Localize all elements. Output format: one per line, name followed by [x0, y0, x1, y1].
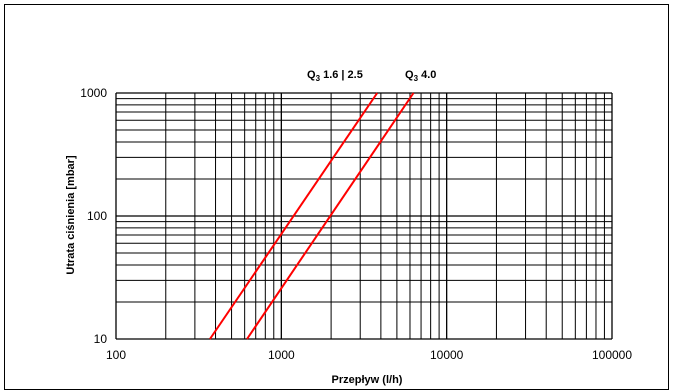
y-tick-label: 100	[87, 209, 107, 223]
series-line-2	[246, 92, 415, 340]
y-tick-label: 1000	[80, 86, 107, 100]
chart-frame	[4, 4, 669, 390]
series-label-q3-4-0: Q3 4.0	[405, 69, 436, 83]
series-lines	[209, 92, 415, 340]
series-label-q3-1-6-2-5: Q3 1.6 | 2.5	[307, 69, 363, 83]
x-tick-label: 100000	[592, 348, 632, 362]
x-tick-label: 1000	[268, 348, 295, 362]
major-gridlines	[115, 92, 613, 340]
series-line-1	[209, 92, 379, 340]
minor-gridlines-y	[116, 98, 612, 303]
x-axis-title: Przepływ (l/h)	[332, 374, 403, 386]
x-tick-labels: 100 1000 10000 100000	[106, 348, 632, 362]
x-tick-label: 10000	[430, 348, 464, 362]
y-axis-title: Utrata ciśnienia [mbar]	[65, 155, 77, 275]
y-tick-labels: 10 100 1000	[80, 86, 107, 346]
x-tick-label: 100	[106, 348, 126, 362]
y-tick-label: 10	[94, 332, 108, 346]
